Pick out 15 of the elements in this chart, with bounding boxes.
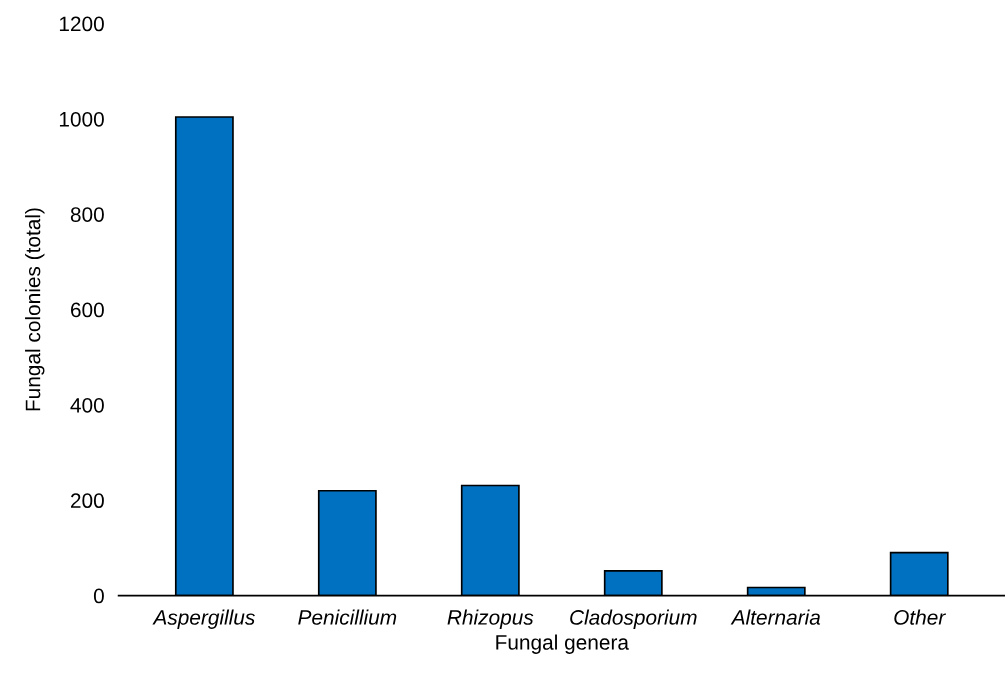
y-tick-label: 1000 <box>59 111 104 127</box>
x-tick-label: Alternaria <box>730 609 821 625</box>
y-tick-label: 600 <box>71 302 104 318</box>
x-tick-label: Penicillium <box>298 609 397 625</box>
y-tick-label: 1200 <box>59 16 104 32</box>
x-tick-label: Aspergillus <box>152 609 255 629</box>
x-tick-label: Cladosporium <box>570 609 697 629</box>
y-axis-title: Fungal colonies (total) <box>25 208 45 411</box>
y-tick-label: 800 <box>70 207 104 222</box>
y-tick-label: 400 <box>70 397 104 413</box>
y-tick-label: 0 <box>93 588 104 604</box>
x-tick-label: Other <box>894 609 946 625</box>
x-tick-label: Rhizopus <box>447 609 534 629</box>
y-tick-label: 200 <box>70 493 104 509</box>
x-axis-title: Fungal genera <box>496 634 629 654</box>
